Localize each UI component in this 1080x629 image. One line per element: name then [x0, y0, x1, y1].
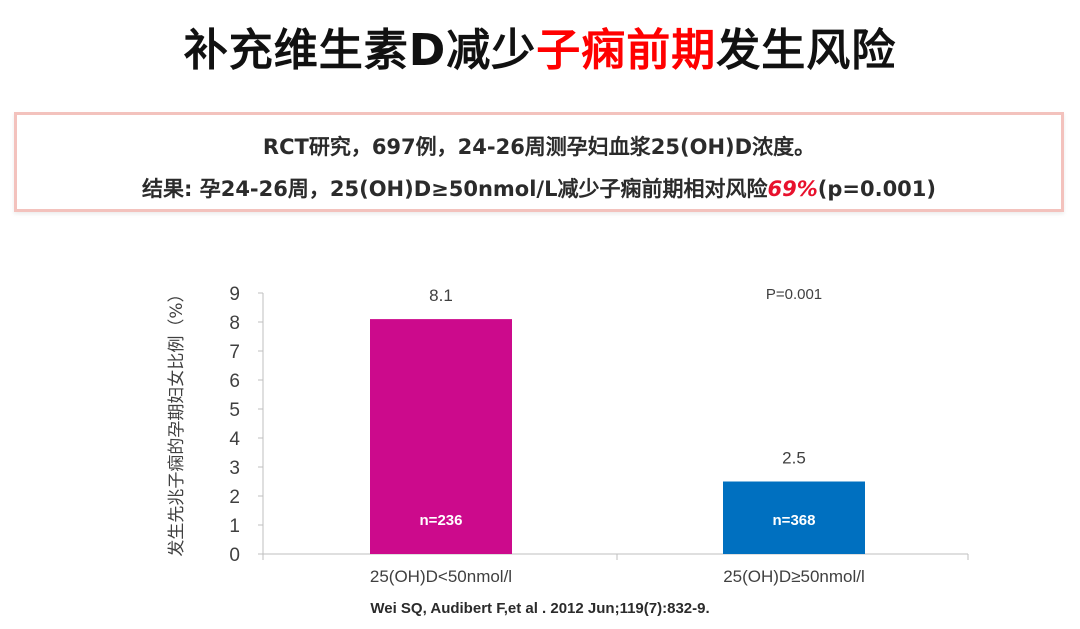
y-tick-label: 7: [229, 342, 240, 363]
y-axis-label: 发生先兆子痫的孕期妇女比例（%）: [167, 285, 187, 556]
summary-line-2: 结果: 孕24-26周，25(OH)D≥50nmol/L减少子痫前期相对风险69…: [17, 173, 1061, 203]
page-title: 补充维生素D减少子痫前期发生风险: [0, 14, 1080, 78]
summary-line-2-pvalue: (p=0.001): [817, 177, 936, 201]
y-tick-label: 8: [229, 313, 240, 334]
y-tick-label: 0: [229, 545, 240, 566]
y-tick-label: 2: [229, 487, 240, 508]
y-tick-label: 9: [229, 284, 240, 305]
bar: [723, 481, 865, 554]
summary-box: RCT研究，697例，24-26周测孕妇血浆25(OH)D浓度。 结果: 孕24…: [14, 112, 1064, 212]
bar-sample-size-label: n=236: [420, 512, 463, 529]
y-tick-label: 6: [229, 371, 240, 392]
title-highlight: 子痫前期: [536, 25, 717, 76]
bar-sample-size-label: n=368: [773, 512, 816, 529]
y-tick-label: 5: [229, 400, 240, 421]
y-tick-label: 4: [229, 429, 240, 450]
x-category-label: 25(OH)D<50nmol/l: [370, 567, 512, 586]
bar-value-label: 8.1: [429, 286, 453, 305]
citation: Wei SQ, Audibert F,et al . 2012 Jun;119(…: [370, 600, 710, 617]
summary-line-1: RCT研究，697例，24-26周测孕妇血浆25(OH)D浓度。: [262, 135, 816, 159]
bar-value-label: 2.5: [782, 449, 806, 468]
title-post: 发生风险: [716, 25, 897, 76]
bar-chart: 0 1 2 3 4 5 6 7 8 9 8.1 n=236 25(OH)D<50nmol/l 2.5 n=3…: [167, 284, 969, 586]
bar: [370, 319, 512, 554]
p-value-annotation: P=0.001: [766, 286, 822, 303]
risk-reduction-value: 69%: [767, 177, 818, 201]
x-category-label: 25(OH)D≥50nmol/l: [723, 567, 865, 586]
summary-line-2-text: 结果: 孕24-26周，25(OH)D≥50nmol/L减少子痫前期相对风险: [142, 177, 768, 201]
title-pre: 补充维生素D减少: [183, 25, 537, 76]
y-tick-label: 3: [229, 458, 240, 479]
y-tick-label: 1: [229, 516, 240, 537]
